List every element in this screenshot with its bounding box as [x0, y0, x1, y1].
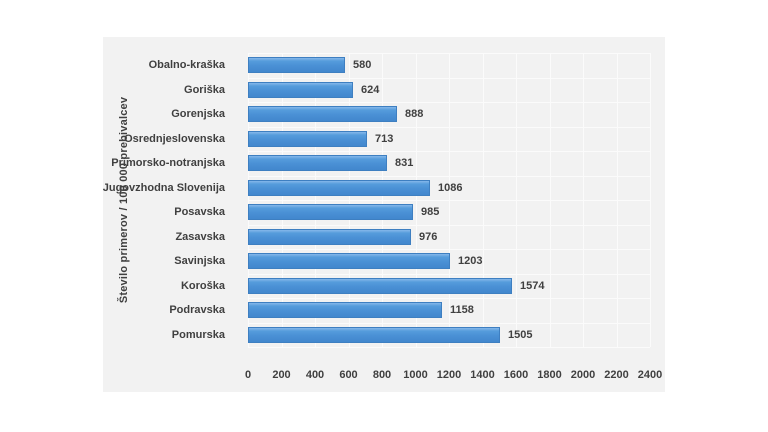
x-tick-label: 400: [305, 369, 325, 381]
value-label: 624: [361, 83, 380, 96]
x-tick-label: 2000: [570, 369, 596, 381]
gridline-vertical: [650, 53, 651, 347]
bar-primorsko-notranjska: [248, 155, 387, 172]
x-tick-label: 2400: [637, 369, 663, 381]
category-label: Osrednjeslovenska: [124, 132, 225, 145]
gridline-horizontal: [248, 53, 650, 54]
x-tick-label: 1800: [537, 369, 562, 381]
category-label: Obalno-kraška: [148, 59, 225, 72]
bar-gorenjska: [248, 106, 397, 123]
chart-panel: Število primerov / 100 000 prebivalcev O…: [103, 37, 665, 392]
bar-podravska: [248, 302, 442, 319]
value-label: 1158: [450, 304, 474, 317]
gridline-horizontal: [248, 102, 650, 103]
bar-jugovzhodna-slovenija: [248, 179, 430, 196]
bar-osrednjeslovenska: [248, 130, 367, 147]
value-label: 1574: [520, 279, 545, 292]
category-label: Koroška: [180, 279, 225, 292]
bar-zasavska: [248, 228, 411, 245]
gridline-horizontal: [248, 323, 650, 324]
x-tick-label: 1400: [470, 369, 495, 381]
category-label: Goriška: [184, 83, 225, 96]
x-tick-label: 200: [272, 369, 291, 381]
value-label: 1086: [438, 181, 463, 194]
value-label: 985: [421, 206, 440, 219]
category-label: Savinjska: [174, 255, 225, 268]
category-label: Posavska: [174, 206, 225, 219]
value-label: 580: [353, 59, 372, 72]
value-label: 1203: [458, 255, 483, 268]
value-label: 888: [405, 108, 424, 121]
gridline-horizontal: [248, 127, 650, 128]
value-label: 976: [419, 230, 438, 243]
bar-pomurska: [248, 326, 500, 343]
gridline-horizontal: [248, 225, 650, 226]
category-label: Zasavska: [175, 230, 225, 243]
x-tick-label: 1600: [503, 369, 529, 381]
y-axis-title-text: Število primerov / 100 000 prebivalcev: [118, 96, 131, 304]
bar-koroška: [248, 277, 512, 294]
value-label: 1505: [508, 328, 533, 341]
value-label: 713: [375, 132, 394, 145]
category-label: Gorenjska: [171, 108, 225, 121]
gridline-horizontal: [248, 298, 650, 299]
category-label: Primorsko-notranjska: [111, 157, 225, 170]
bar-goriška: [248, 81, 353, 98]
x-tick-label: 1200: [436, 369, 462, 381]
gridline-horizontal: [248, 249, 650, 250]
category-label: Pomurska: [171, 328, 225, 341]
bar-posavska: [248, 204, 413, 221]
x-tick-label: 600: [339, 369, 358, 381]
gridline-horizontal: [248, 200, 650, 201]
plot-area: Obalno-kraška 580 Goriška 624 Gorenjska 888 Os…: [103, 53, 662, 381]
bar-obalno-kraška: [248, 57, 345, 74]
gridline-horizontal: [248, 274, 650, 275]
gridline-horizontal: [248, 151, 650, 152]
x-tick-label: 1000: [403, 369, 428, 381]
gridline-horizontal: [248, 78, 650, 79]
x-tick-label: 800: [372, 369, 392, 381]
gridline-horizontal: [248, 176, 650, 177]
y-axis-title: Število primerov / 100 000 prebivalcev: [111, 53, 137, 347]
x-tick-label: 2200: [604, 369, 629, 381]
bar-savinjska: [248, 253, 450, 270]
category-label: Podravska: [169, 304, 225, 317]
x-tick-label: 0: [244, 369, 252, 381]
category-label: Jugovzhodna Slovenija: [102, 181, 225, 194]
value-label: 831: [395, 157, 414, 170]
gridline-horizontal: [248, 347, 650, 348]
